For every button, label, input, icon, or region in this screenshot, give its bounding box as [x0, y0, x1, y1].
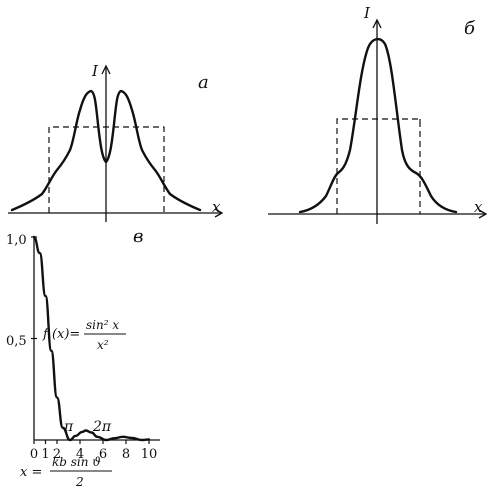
- panel-b-intensity-curve: [298, 37, 458, 214]
- panel-c-y-tick-2: 0,5: [6, 334, 27, 349]
- formula-numerator: sin² x: [86, 318, 119, 332]
- panel-a-intensity-curve: [10, 89, 202, 212]
- panel-c: 1,0 0,5 в 0 1 2 4 6 8 10 π 2π f (x)= sin² x x²…: [6, 226, 160, 489]
- x-tick-label-7: 10: [141, 447, 158, 462]
- x-tick-label-6: 8: [122, 447, 130, 462]
- panel-a-x-label: x: [212, 198, 221, 216]
- panel-b: I x б: [268, 4, 488, 224]
- x-tick-label-3: 2: [53, 447, 61, 462]
- x-tick-label-2: 1: [41, 447, 49, 462]
- x-definition-numerator: kb sin ϑ: [52, 455, 101, 469]
- panel-c-y-tick-1: 1,0: [6, 233, 27, 248]
- formula-denominator: x²: [97, 338, 109, 352]
- panel-b-y-arrow: [372, 18, 382, 29]
- x-definition-denominator: 2: [75, 475, 84, 489]
- panel-a-aperture-rect: [48, 126, 165, 213]
- panel-c-marker-pi: π: [63, 419, 74, 435]
- series-line-1: [32, 235, 151, 442]
- panel-c-marker-2pi: 2π: [92, 419, 112, 435]
- x-tick-label-5: 6: [99, 447, 107, 462]
- panel-b-x-arrow: [478, 209, 488, 219]
- panel-c-x-definition: x = kb sin ϑ 2: [20, 455, 112, 489]
- panel-c-x-tick-marks: 0 1 2 4 6 8 10: [30, 440, 157, 462]
- panel-a: I x а: [8, 62, 224, 222]
- panel-a-y-label: I: [91, 62, 99, 80]
- panel-b-aperture-rect: [336, 118, 421, 214]
- formula-lhs: f (x)=: [42, 327, 80, 342]
- x-tick-label-4: 4: [76, 447, 84, 462]
- panel-b-label: б: [464, 18, 476, 39]
- panel-c-series: [32, 235, 151, 442]
- panel-c-label: в: [133, 226, 143, 247]
- panel-a-y-arrow: [101, 64, 111, 75]
- x-definition-lhs: x =: [20, 465, 42, 480]
- panel-a-label: а: [198, 72, 209, 93]
- panel-b-x-label: x: [474, 198, 483, 216]
- panel-a-x-arrow: [214, 208, 224, 218]
- panel-c-formula: f (x)= sin² x x²: [42, 318, 126, 352]
- x-tick-label-1: 0: [30, 447, 38, 462]
- panel-b-y-label: I: [363, 4, 371, 22]
